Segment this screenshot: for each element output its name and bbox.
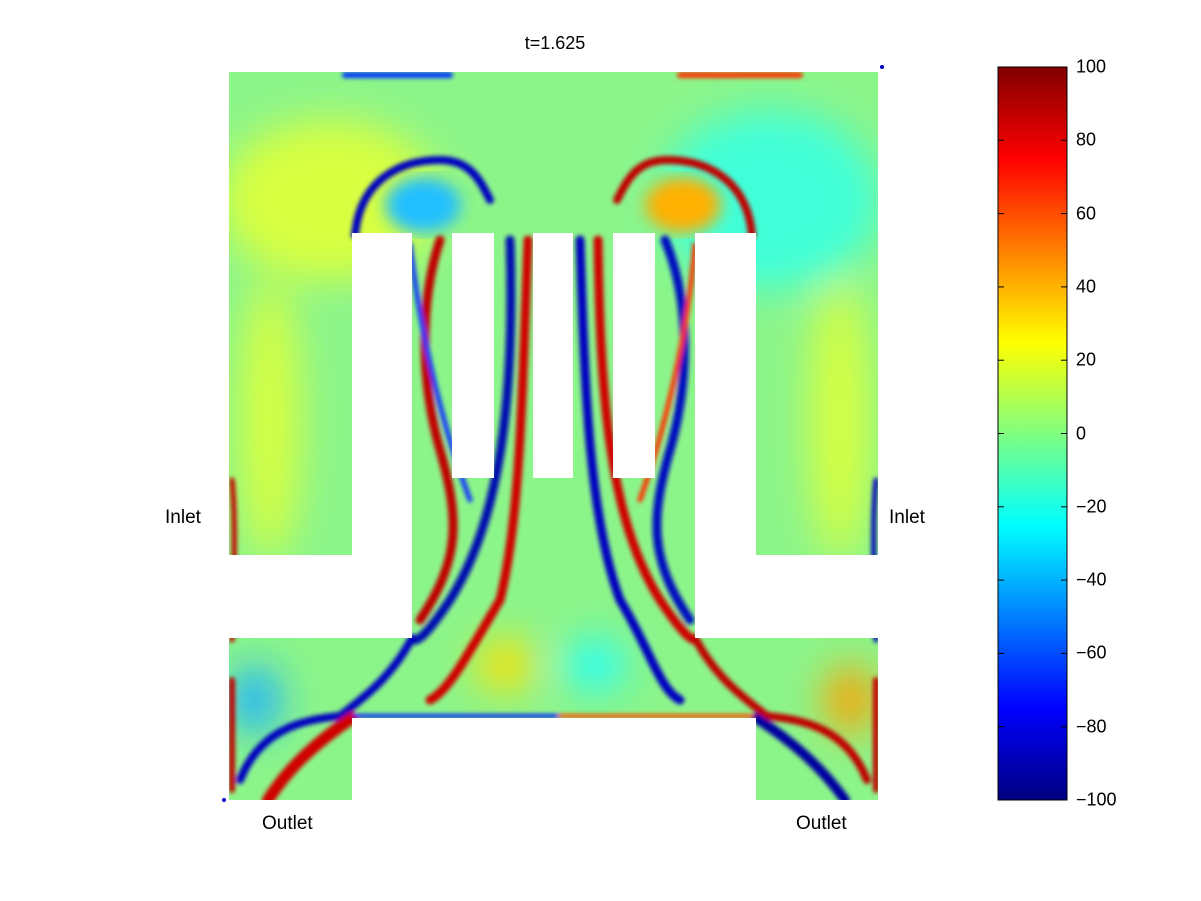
outlet-left-label: Outlet [262,813,313,834]
streak-red-3 [593,235,700,645]
field-orange-right-outlet [825,665,875,735]
inlet-right-label: Inlet [889,507,925,528]
colorbar-tick-label: 100 [1076,56,1107,77]
colorbar-tick-label: 0 [1076,423,1087,443]
streak-red-2 [425,235,533,705]
fin-2 [533,233,573,478]
shear-arc-right [613,155,756,239]
colorbar-tick-label: −40 [1076,569,1107,590]
field-blue-left-outlet [230,665,280,735]
colorbar-tick-label: −60 [1076,642,1107,663]
colorbar-tick-label: −20 [1076,496,1107,517]
streak-blue-3 [575,235,685,705]
colorbar-tick-label: −100 [1076,789,1117,810]
streak-red-left-outlet [262,712,358,800]
bottom-block [352,718,756,808]
colorbar-tick-label: 80 [1076,129,1097,150]
colorbar-tick-label: 40 [1076,276,1097,297]
vortex-right [645,177,721,233]
field-yellow-bottom [475,640,535,690]
corner-marker-top-right [880,65,884,69]
field-yellow-left-side [240,280,300,560]
colorbar-tick-label: 60 [1076,203,1097,224]
right-inlet-gap [695,555,878,638]
inlet-left-label: Inlet [165,507,201,528]
field-yellow-right-side [810,280,870,560]
fin-1 [452,233,494,478]
fin-3 [613,233,655,478]
colorbar-tick-label: −80 [1076,716,1107,737]
field-cyan-bottom [565,640,625,690]
streak-red-1 [415,235,458,625]
shear-arc-left [351,155,494,239]
left-inlet-gap [229,555,412,638]
corner-marker-bottom-left [222,798,226,802]
solid-geometry [229,233,878,808]
streak-blue-bottom-left [236,634,416,784]
streak-blue-2 [410,235,516,645]
colorbar-tick-label: 20 [1076,349,1097,370]
streak-blue-right-outlet [751,713,850,800]
chart-title: t=1.625 [524,33,586,53]
outlet-right-label: Outlet [796,813,847,834]
colorbar [997,66,1068,801]
colorbar-gradient [997,66,1068,801]
streak-red-bottom-right [691,634,871,784]
streak-blue-4 [652,235,695,625]
vortex-left [385,177,461,233]
